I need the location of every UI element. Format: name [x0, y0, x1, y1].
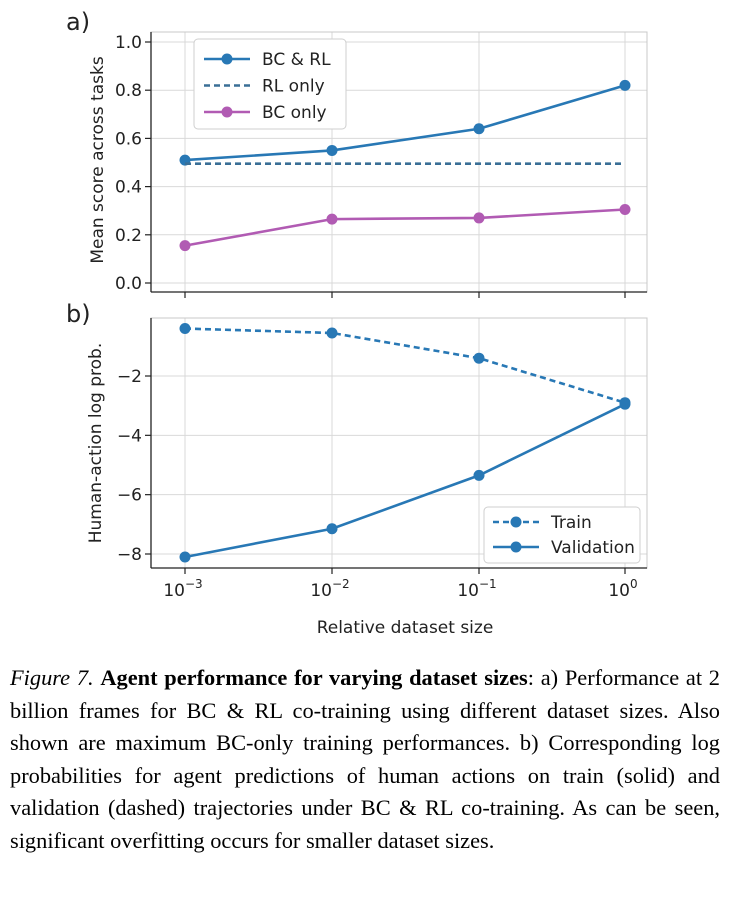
- panel-b-y-tick-label: −2: [117, 367, 142, 387]
- panel-b-y-label: Human-action log prob.: [86, 343, 106, 544]
- data-point-train: [473, 352, 485, 364]
- data-point-validation: [179, 551, 191, 563]
- data-point-bc-only: [326, 213, 338, 225]
- figure-7-chart: 0.0 0.2 0.4 0.6 0.8 1.0 a) Mean score across …: [66, 8, 648, 638]
- series-line-bc-only: [184, 208, 626, 247]
- panel-a-y-tick-label: 1.0: [115, 33, 142, 53]
- data-point-validation: [619, 398, 631, 410]
- x-tick-label: 10−3: [163, 577, 202, 601]
- panel-a-y-tick-label: 0.8: [115, 81, 142, 101]
- panel-a-y-tick-label: 0.6: [115, 129, 142, 149]
- legend-marker-bc-rl: [221, 53, 233, 65]
- legend-marker-bc-only: [221, 106, 233, 118]
- panel-a-y-tick-label: 0.0: [115, 274, 142, 294]
- data-point-bc-only: [179, 240, 191, 252]
- panel-b: −8 −6 −4 −2 10−3 10−2 10−1 100 b) Human-action…: [66, 300, 648, 638]
- caption-body: : a) Performance at 2 billion frames for…: [10, 665, 720, 853]
- panel-a-legend: BC & RL RL only BC only: [193, 38, 347, 130]
- legend-label-bc-only: BC only: [262, 103, 327, 123]
- data-point-train: [326, 327, 338, 339]
- panel-b-legend: Train Validation: [483, 506, 641, 564]
- panel-b-y-ticks: −8 −6 −4 −2: [117, 367, 151, 565]
- data-point-bc-rl: [473, 123, 485, 135]
- legend-label-bc-rl: BC & RL: [262, 50, 331, 70]
- panel-a-legend-box: [193, 38, 347, 130]
- x-tick-label: 10−1: [457, 577, 496, 601]
- legend-marker-validation: [510, 541, 522, 553]
- panel-b-series: [179, 323, 631, 563]
- legend-marker-train: [510, 516, 522, 528]
- data-point-bc-only: [619, 203, 631, 215]
- caption-title: Agent performance for varying dataset si…: [100, 665, 528, 690]
- panel-b-y-tick-label: −8: [117, 545, 142, 565]
- panel-b-label: b): [66, 300, 91, 328]
- data-point-validation: [326, 523, 338, 535]
- series-line-bc-rl: [184, 84, 626, 162]
- panel-b-x-ticks: 10−3 10−2 10−1 100: [163, 568, 638, 601]
- panel-a-label: a): [66, 8, 90, 36]
- x-tick-label: 10−2: [310, 577, 349, 601]
- data-point-bc-only: [473, 212, 485, 224]
- panel-b-x-label: Relative dataset size: [317, 618, 494, 638]
- panel-a-y-label: Mean score across tasks: [88, 56, 108, 263]
- caption-label: Figure 7.: [10, 665, 94, 690]
- data-point-bc-rl: [326, 144, 338, 156]
- panel-b-y-tick-label: −6: [117, 486, 142, 506]
- series-line-train: [184, 327, 626, 404]
- series-line-validation: [184, 403, 626, 559]
- panel-a-series: [179, 79, 631, 252]
- legend-label-train: Train: [550, 513, 592, 533]
- data-point-train: [179, 323, 191, 335]
- x-tick-label: 100: [608, 577, 637, 601]
- panel-a-y-tick-label: 0.4: [115, 178, 142, 198]
- data-point-bc-rl: [619, 79, 631, 91]
- panel-a-y-ticks: 0.0 0.2 0.4 0.6 0.8 1.0: [115, 33, 151, 294]
- figure-caption: Figure 7. Agent performance for varying …: [10, 662, 720, 857]
- panel-a: 0.0 0.2 0.4 0.6 0.8 1.0 a) Mean score across …: [66, 8, 648, 298]
- legend-label-rl-only: RL only: [262, 77, 325, 97]
- data-point-validation: [473, 469, 485, 481]
- legend-label-validation: Validation: [551, 538, 635, 558]
- panel-a-y-tick-label: 0.2: [115, 226, 142, 246]
- panel-b-y-tick-label: −4: [117, 426, 142, 446]
- panel-a-x-ticks: [184, 292, 626, 298]
